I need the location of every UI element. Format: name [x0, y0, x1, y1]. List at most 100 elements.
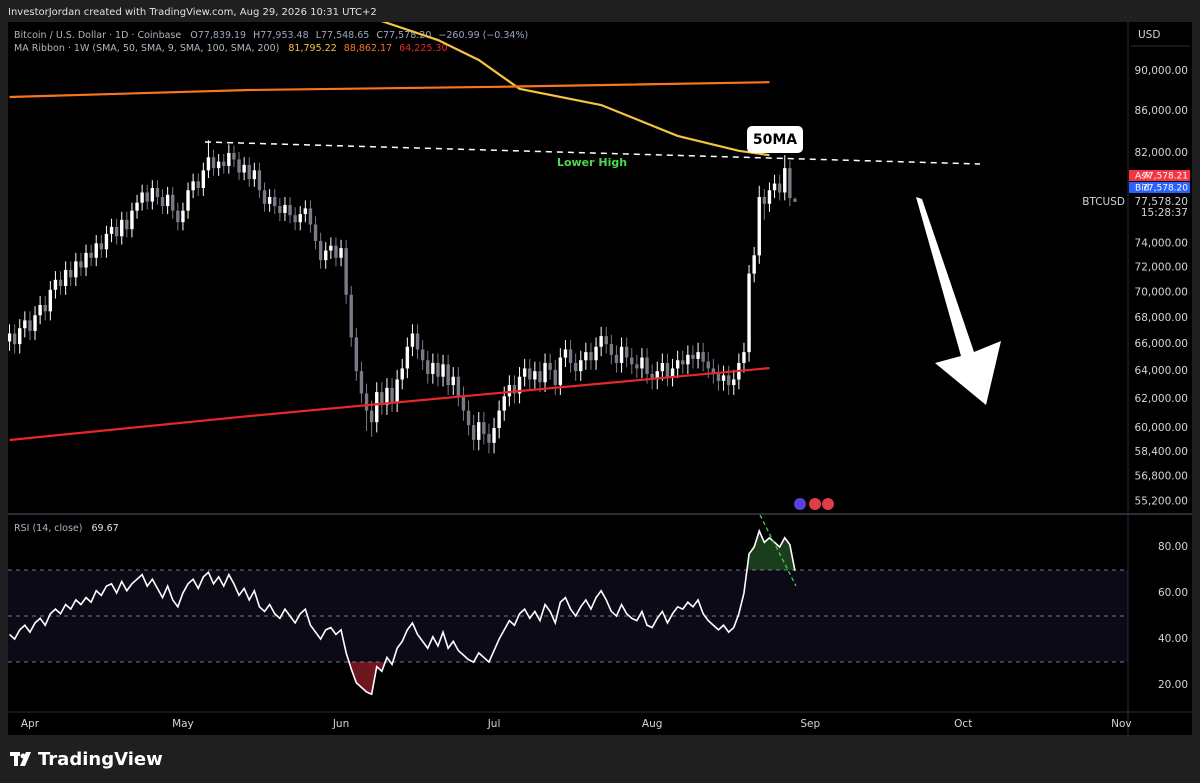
bid-label: Bid: [1135, 184, 1149, 194]
candle-body: [675, 360, 680, 369]
candle-body: [599, 336, 603, 347]
candle-body: [69, 269, 73, 278]
x-tick-label: Sep: [800, 718, 820, 730]
logo-part: [14, 752, 18, 766]
x-tick-label: Nov: [1111, 718, 1132, 730]
bid-value: 77,578.20: [1142, 184, 1188, 194]
candle-body: [262, 190, 267, 204]
candle-body: [793, 198, 797, 202]
candle-body: [232, 152, 236, 160]
candle-body: [252, 170, 257, 180]
legend-value: 77,953.48: [260, 30, 308, 41]
candle-body: [222, 161, 226, 166]
footer-logo: [10, 752, 31, 766]
candle-body: [701, 352, 705, 362]
candle-body: [573, 362, 578, 372]
candle-body: [33, 315, 37, 331]
y-tick-label: 82,000.00: [1135, 147, 1188, 159]
x-tick-label: Apr: [21, 718, 40, 730]
candle-body: [507, 385, 512, 397]
candle-body: [38, 304, 42, 316]
candle-body: [415, 333, 420, 350]
candle-body: [579, 360, 583, 372]
candle-body: [497, 410, 501, 429]
candle-body: [711, 368, 716, 374]
candle-body: [436, 362, 440, 377]
candle-body: [135, 202, 139, 211]
y-tick-label: 55,200.00: [1135, 495, 1188, 507]
candle-body: [471, 425, 476, 440]
footer-brand: TradingView: [38, 749, 163, 770]
y-tick-label: 60,000.00: [1135, 422, 1188, 434]
candle-body: [783, 168, 787, 193]
event-icon: [794, 498, 806, 510]
lower-high-label: Lower High: [557, 156, 627, 169]
candle-body: [385, 387, 389, 405]
candle-body: [594, 346, 598, 361]
logo-part: [20, 752, 31, 766]
candle-body: [665, 362, 670, 377]
candle-body: [420, 349, 425, 361]
y-tick-label: 66,000.00: [1135, 338, 1188, 350]
ask-label: Ask: [1135, 172, 1152, 182]
candle-body: [456, 376, 461, 397]
legend-title: Bitcoin / U.S. Dollar · 1D · Coinbase: [14, 30, 181, 41]
candle-body: [405, 346, 410, 369]
candle-body: [528, 368, 532, 380]
candle-body: [257, 170, 262, 191]
candle-body: [155, 188, 160, 198]
candle-body: [120, 219, 124, 237]
main-legend: Bitcoin / U.S. Dollar · 1D · Coinbase O7…: [14, 30, 528, 41]
candle-body: [18, 328, 22, 345]
event-icons: [794, 498, 834, 510]
candle-body: [767, 190, 772, 204]
candle-body: [344, 248, 348, 295]
candle-body: [206, 157, 211, 171]
last-price: 77,578.20: [1135, 196, 1188, 208]
candle-body: [426, 360, 430, 374]
candle-body: [400, 368, 404, 380]
x-tick-label: Aug: [642, 718, 663, 730]
candle-body: [186, 190, 190, 211]
y-tick-label: 56,800.00: [1135, 470, 1188, 482]
ma-callout-box: [747, 126, 803, 153]
candle-body: [150, 188, 155, 202]
candle-body: [140, 192, 144, 203]
candle-body: [237, 159, 241, 173]
candle-body: [201, 170, 206, 189]
candle-body: [589, 352, 593, 361]
candle-body: [538, 371, 542, 383]
currency-label: USD: [1138, 29, 1160, 41]
symbol-label: BTCUSD: [1082, 196, 1125, 208]
candle-body: [283, 204, 287, 213]
candle-body: [492, 428, 496, 443]
candle-body: [28, 320, 32, 331]
candle-body: [79, 261, 83, 268]
candle-body: [517, 376, 522, 394]
ask-value: 77,578.21: [1142, 172, 1188, 182]
candle-body: [726, 375, 731, 386]
legend-value: 77,578.20: [383, 30, 431, 41]
y-tick-label: 80.00: [1158, 541, 1188, 553]
candle-body: [380, 392, 384, 405]
candle-body: [191, 181, 195, 191]
candle-body: [604, 336, 608, 345]
candle-body: [742, 352, 746, 363]
y-tick-label: 68,000.00: [1135, 312, 1188, 324]
legend-key: C: [376, 30, 383, 41]
candle-body: [548, 362, 552, 370]
ma-legend-value: 88,862.17: [344, 43, 392, 54]
legend-change: −260.99 (−0.34%): [438, 30, 528, 41]
ma-legend: MA Ribbon · 1W (SMA, 50, SMA, 9, SMA, 10…: [14, 43, 448, 54]
down-arrow: [916, 197, 1001, 405]
candle-body: [441, 364, 445, 377]
legend-value: 77,839.19: [198, 30, 246, 41]
candle-body: [293, 215, 297, 223]
candle-body: [635, 364, 639, 369]
candle-body: [130, 210, 134, 230]
candle-body: [242, 164, 246, 173]
candle-body: [227, 152, 231, 166]
main-pane: [8, 22, 797, 454]
y-tick-label: 70,000.00: [1135, 286, 1188, 298]
candle-body: [43, 304, 47, 312]
